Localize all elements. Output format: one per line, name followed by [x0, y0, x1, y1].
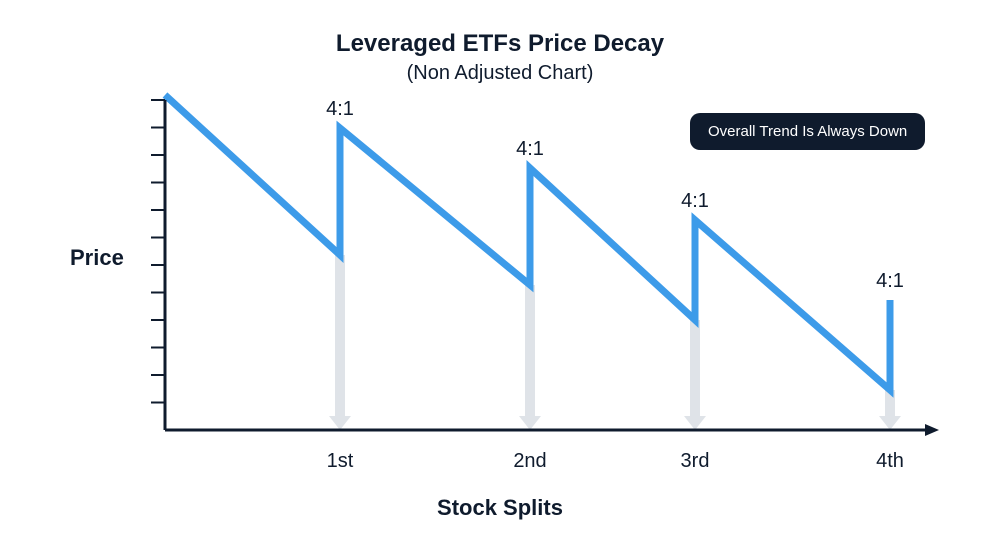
split-ratio-label: 4:1 [681, 190, 709, 213]
split-ratio-label: 4:1 [876, 270, 904, 293]
y-axis-label: Price [70, 245, 124, 271]
split-drop-arrow [879, 390, 901, 430]
trend-badge: Overall Trend Is Always Down [690, 113, 925, 150]
chart-title: Leveraged ETFs Price Decay [0, 30, 1000, 58]
chart-subtitle: (Non Adjusted Chart) [0, 62, 1000, 85]
x-tick-label: 1st [327, 450, 354, 473]
x-tick-label: 3rd [681, 450, 710, 473]
x-tick-label: 2nd [513, 450, 546, 473]
x-tick-label: 4th [876, 450, 904, 473]
split-drop-arrow [329, 255, 351, 430]
split-drop-arrow [519, 285, 541, 430]
x-axis-arrow-icon [925, 424, 939, 436]
split-drop-arrow [684, 320, 706, 430]
split-ratio-label: 4:1 [326, 98, 354, 121]
split-ratio-label: 4:1 [516, 138, 544, 161]
x-axis-label: Stock Splits [0, 495, 1000, 521]
